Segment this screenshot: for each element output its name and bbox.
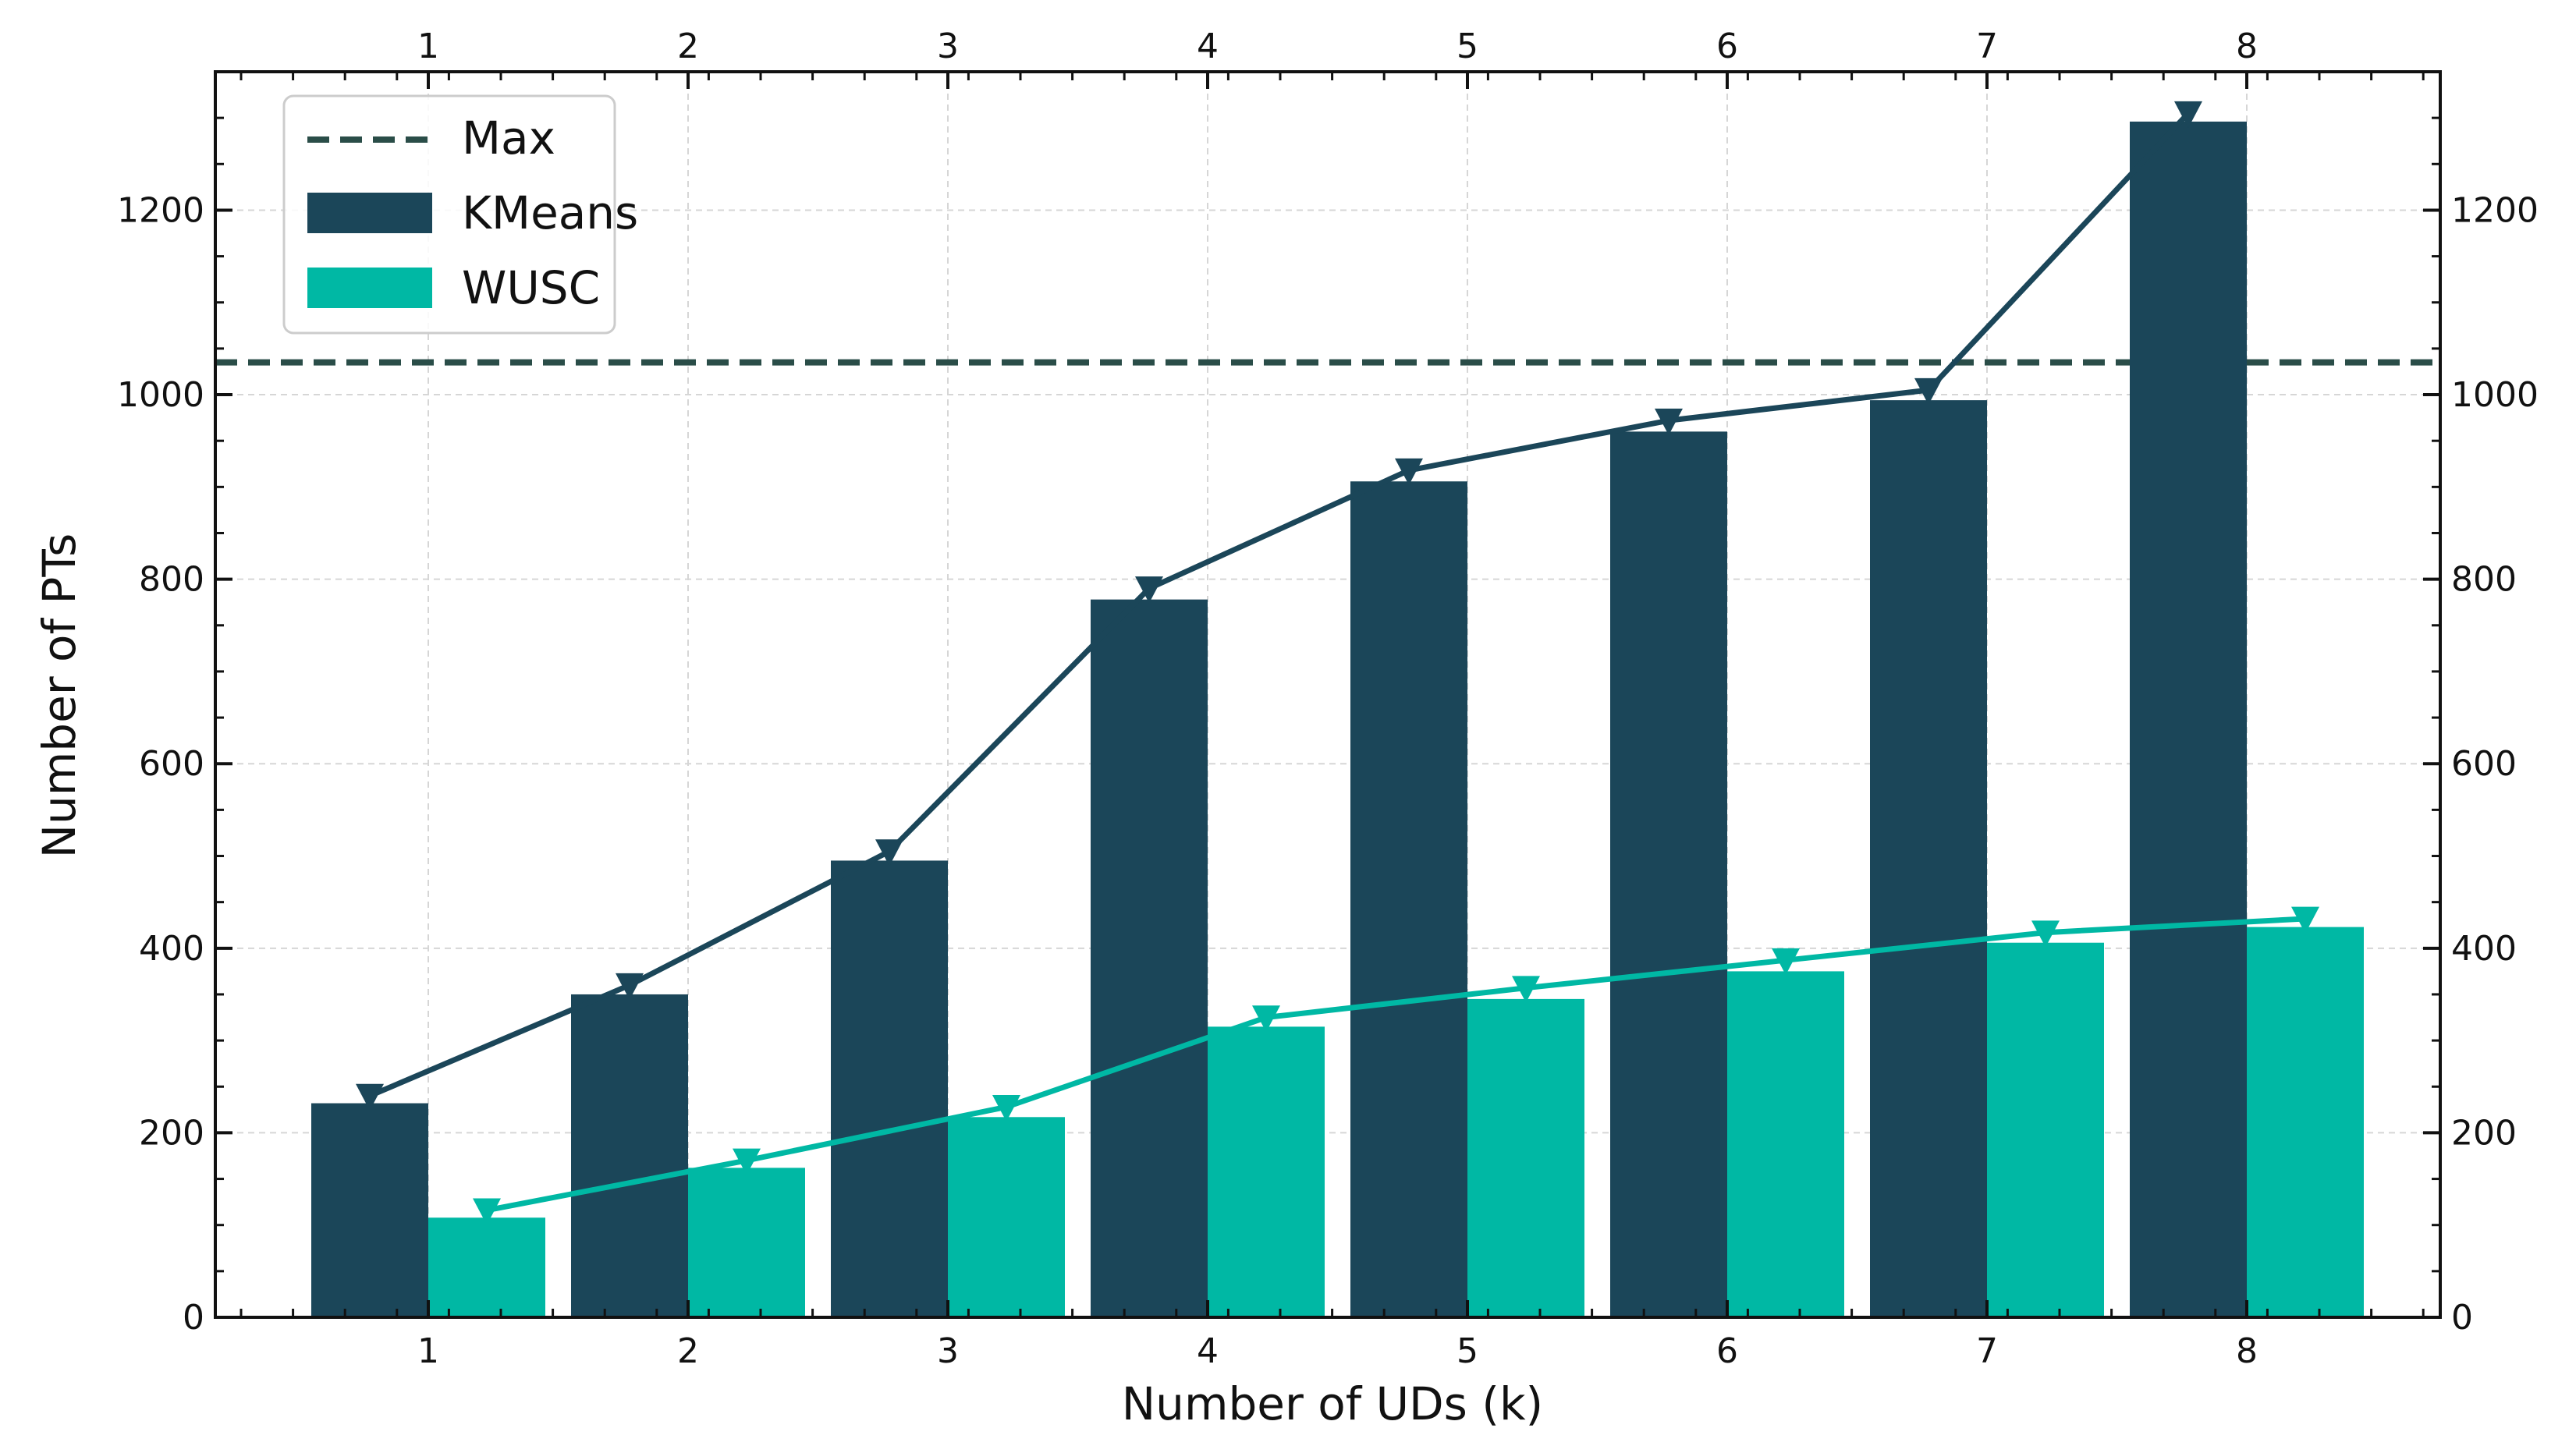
y-tick-label-right: 400 — [2451, 929, 2517, 969]
x-tick-label-bottom: 2 — [677, 1331, 699, 1371]
x-tick-label-bottom: 5 — [1457, 1331, 1478, 1371]
kmeans-trend-marker-6 — [1655, 408, 1683, 436]
y-tick-label-left: 0 — [183, 1298, 204, 1338]
wusc-trend-marker-4 — [1252, 1005, 1280, 1033]
bar-kmeans-3 — [831, 860, 948, 1317]
legend-label-max: Max — [462, 112, 555, 165]
x-tick-label-bottom: 4 — [1197, 1331, 1219, 1371]
y-tick-label-left: 800 — [139, 560, 204, 600]
legend-swatch-wusc — [307, 268, 432, 308]
bar-wusc-2 — [688, 1168, 805, 1317]
x-tick-label-top: 4 — [1197, 27, 1219, 66]
bar-wusc-4 — [1208, 1026, 1325, 1317]
x-tick-label-bottom: 3 — [937, 1331, 959, 1371]
x-axis-label: Number of UDs (k) — [1122, 1377, 1543, 1430]
y-tick-label-right: 1000 — [2451, 375, 2539, 415]
y-tick-label-left: 400 — [139, 929, 204, 969]
kmeans-trend-marker-5 — [1395, 458, 1423, 485]
y-tick-label-right: 0 — [2451, 1298, 2473, 1338]
y-tick-label-left: 1000 — [117, 375, 204, 415]
wusc-trend-marker-1 — [473, 1198, 501, 1225]
legend-label-wusc: WUSC — [462, 261, 600, 314]
kmeans-trend-marker-7 — [1914, 377, 1943, 406]
kmeans-trend-marker-2 — [616, 973, 644, 1001]
y-tick-label-left: 200 — [139, 1113, 204, 1153]
kmeans-trend-line — [368, 111, 2191, 1099]
bar-kmeans-6 — [1610, 431, 1727, 1318]
kmeans-trend-marker-4 — [1135, 576, 1163, 604]
x-tick-label-bottom: 1 — [417, 1331, 439, 1371]
wusc-trend-marker-2 — [733, 1148, 761, 1175]
x-tick-label-top: 7 — [1976, 27, 1998, 66]
wusc-trend-line — [486, 916, 2306, 1214]
wusc-trend-marker-8 — [2291, 906, 2319, 934]
wusc-trend-marker-5 — [1512, 976, 1540, 1003]
bar-wusc-8 — [2247, 927, 2364, 1317]
kmeans-trend-marker-8 — [2174, 101, 2202, 129]
kmeans-trend-marker-1 — [356, 1083, 384, 1111]
bar-kmeans-1 — [311, 1103, 428, 1317]
x-tick-label-top: 2 — [677, 27, 699, 66]
x-tick-label-bottom: 7 — [1976, 1331, 1998, 1371]
x-tick-label-top: 5 — [1457, 27, 1478, 66]
bar-wusc-6 — [1727, 971, 1844, 1317]
y-tick-label-left: 1200 — [117, 190, 204, 230]
y-tick-label-right: 1200 — [2451, 190, 2539, 230]
bar-wusc-7 — [1987, 942, 2104, 1317]
x-tick-label-top: 3 — [937, 27, 959, 66]
wusc-trend-marker-6 — [1772, 948, 1800, 976]
y-axis-label: Number of PTs — [33, 533, 86, 859]
kmeans-trend-marker-3 — [875, 839, 903, 866]
bar-wusc-1 — [428, 1217, 545, 1317]
x-tick-label-top: 8 — [2236, 27, 2258, 66]
legend-label-kmeans: KMeans — [462, 186, 638, 239]
y-tick-label-left: 600 — [139, 744, 204, 784]
wusc-trend-marker-7 — [2031, 920, 2060, 948]
bar-kmeans-7 — [1870, 400, 1987, 1318]
x-tick-label-top: 6 — [1716, 27, 1738, 66]
y-tick-label-right: 200 — [2451, 1113, 2517, 1153]
bar-wusc-5 — [1467, 998, 1584, 1317]
bar-kmeans-4 — [1091, 599, 1208, 1317]
legend-swatch-kmeans — [307, 193, 432, 233]
wusc-trend-marker-3 — [992, 1094, 1020, 1122]
bar-kmeans-2 — [571, 994, 688, 1317]
plot-frame — [214, 70, 2442, 1319]
bar-wusc-3 — [948, 1117, 1065, 1317]
x-tick-label-bottom: 6 — [1716, 1331, 1738, 1371]
x-tick-label-bottom: 8 — [2236, 1331, 2258, 1371]
bar-kmeans-5 — [1350, 481, 1467, 1317]
y-tick-label-right: 600 — [2451, 744, 2517, 784]
x-tick-label-top: 1 — [417, 27, 439, 66]
y-tick-label-right: 800 — [2451, 560, 2517, 600]
bar-kmeans-8 — [2130, 121, 2247, 1317]
